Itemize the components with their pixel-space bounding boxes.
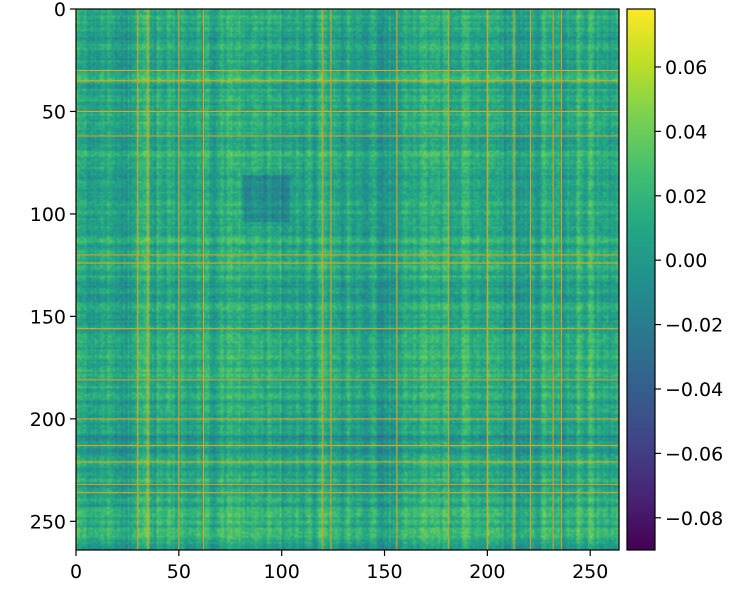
y-tick-label: 0: [54, 0, 66, 21]
colorbar-tick-label: −0.06: [665, 443, 723, 465]
y-tick-label: 250: [30, 511, 66, 533]
colorbar-tick-label: 0.00: [665, 250, 707, 272]
heatmap-cells: [76, 9, 619, 550]
colorbar-tick-label: 0.02: [665, 186, 707, 208]
colorbar-tick-label: 0.04: [665, 121, 707, 143]
x-tick-label: 150: [366, 561, 402, 583]
x-tick-label: 200: [469, 561, 505, 583]
colorbar-gradient: [626, 8, 656, 551]
heatmap-image: [76, 9, 619, 550]
axes: 0 50 100 150 200 250 0 50 100 150 200 250: [30, 0, 609, 583]
y-tick-label: 150: [30, 306, 66, 328]
highlight-lines: [76, 9, 619, 550]
colorbar-tick-label: −0.02: [665, 315, 723, 337]
plot-frame: [75, 8, 620, 551]
y-tick-label: 50: [42, 101, 66, 123]
x-tick-label: 250: [572, 561, 608, 583]
y-tick-label: 100: [30, 204, 66, 226]
y-tick-label: 200: [30, 409, 66, 431]
x-tick-label: 50: [167, 561, 191, 583]
colorbar: 0.06 0.04 0.02 0.00 −0.02 −0.04 −0.06 −0.08: [626, 8, 723, 551]
x-tick-label: 100: [264, 561, 300, 583]
colorbar-tick-label: 0.06: [665, 57, 707, 79]
x-tick-label: 0: [70, 561, 82, 583]
colorbar-tick-label: −0.08: [665, 508, 723, 530]
colorbar-tick-label: −0.04: [665, 379, 723, 401]
